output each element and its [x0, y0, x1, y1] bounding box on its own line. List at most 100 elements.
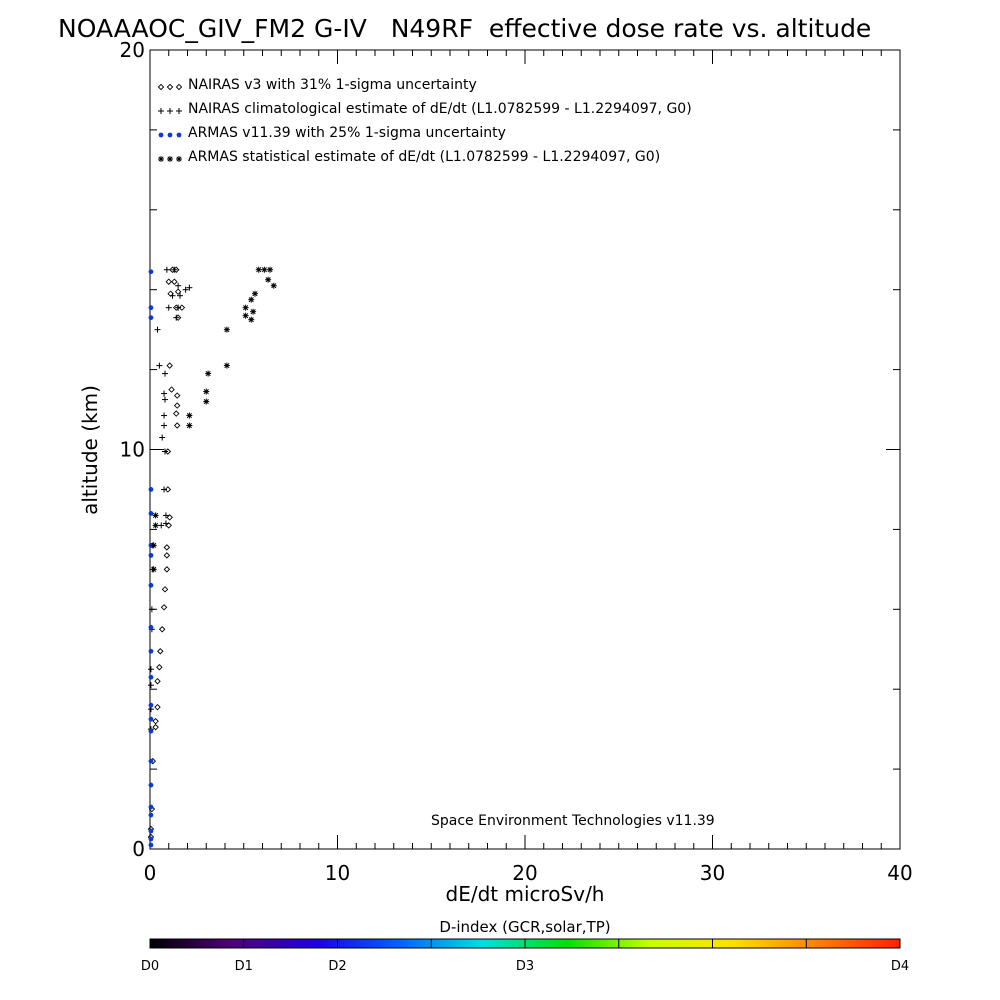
- data-point-plus: [182, 286, 189, 293]
- data-point-plus: [162, 370, 168, 377]
- colorbar-label-d3: D3: [516, 959, 534, 974]
- y-tick-label-10: 10: [120, 438, 145, 462]
- colorbar-label-d2: D2: [328, 959, 346, 974]
- credit-text: Space Environment Technologies v11.39: [431, 813, 715, 829]
- data-point-diamond: [156, 663, 163, 671]
- data-point-dot: [148, 702, 154, 708]
- y-tick-label-0: 0: [132, 837, 145, 861]
- x-tick-label-40: 40: [887, 861, 912, 885]
- x-tick-label-30: 30: [700, 861, 725, 885]
- data-point-dot: [148, 782, 154, 788]
- data-point-asterisk: [248, 296, 255, 303]
- data-point-dot: [148, 804, 154, 810]
- x-axis-tick-labels: 0 10 20 30 40: [144, 861, 913, 885]
- legend-marker-diamond: [166, 83, 174, 91]
- data-point-diamond: [165, 278, 172, 285]
- data-point-dot: [148, 648, 154, 654]
- data-point-plus: [175, 304, 182, 311]
- data-point-plus: [175, 282, 182, 289]
- data-point-dot: [148, 511, 154, 516]
- data-point-diamond: [173, 392, 181, 399]
- data-point-diamond: [173, 402, 181, 409]
- data-point-plus: [161, 422, 168, 429]
- data-point-diamond: [157, 648, 164, 655]
- data-point-asterisk: [248, 316, 255, 323]
- data-point-plus: [161, 412, 168, 419]
- data-point-asterisk: [270, 282, 277, 289]
- legend-label-armas-statistical: ARMAS statistical estimate of dE/dt (L1.…: [188, 149, 660, 165]
- data-point-asterisk: [242, 312, 249, 319]
- legend-marker-dot: [176, 132, 182, 138]
- data-point-diamond: [173, 410, 180, 417]
- data-point-dot: [148, 269, 154, 275]
- data-point-diamond: [166, 362, 173, 369]
- data-point-plus: [156, 362, 163, 369]
- data-point-asterisk: [242, 304, 249, 311]
- data-point-dot: [148, 487, 154, 492]
- data-point-diamond: [154, 677, 161, 685]
- data-point-asterisk: [223, 362, 230, 369]
- y-axis-ticks: [150, 49, 900, 850]
- legend-marker-dot: [158, 132, 164, 138]
- data-point-asterisk: [186, 422, 193, 429]
- data-point-dot: [148, 842, 154, 848]
- data-point-dot: [148, 758, 154, 764]
- data-point-diamond: [165, 522, 172, 529]
- x-tick-label-20: 20: [512, 861, 537, 885]
- data-point-plus: [177, 292, 183, 299]
- chart-title: NOAAAOC_GIV_FM2 G-IV N49RF effective dos…: [58, 14, 871, 43]
- data-point-diamond: [163, 566, 171, 573]
- colorbar-label-d1: D1: [235, 959, 253, 974]
- data-point-plus: [162, 520, 169, 527]
- data-point-asterisk: [152, 512, 159, 519]
- data-point-dot: [148, 552, 154, 558]
- data-point-asterisk: [265, 276, 272, 283]
- data-point-dot: [148, 305, 154, 311]
- data-point-plus: [154, 326, 161, 333]
- legend-symbol-armas-statistical: [158, 156, 182, 162]
- data-point-asterisk: [250, 308, 257, 315]
- data-point-diamond: [161, 586, 169, 593]
- data-point-diamond: [152, 723, 159, 731]
- legend-marker-asterisk: [158, 156, 164, 162]
- legend-marker-asterisk: [176, 156, 182, 162]
- legend: NAIRAS v3 with 31% 1-sigma uncertainty N…: [157, 77, 692, 165]
- data-point-diamond: [152, 717, 159, 725]
- data-point-diamond: [160, 604, 168, 611]
- data-point-plus: [173, 314, 180, 321]
- data-point-dot: [148, 812, 154, 818]
- x-tick-label-0: 0: [144, 861, 157, 885]
- data-point-diamond: [163, 552, 171, 559]
- data-point-plus: [161, 390, 168, 397]
- data-point-asterisk: [255, 266, 262, 273]
- data-point-plus: [161, 486, 168, 493]
- y-tick-label-20: 20: [120, 38, 145, 62]
- data-point-asterisk: [150, 566, 157, 573]
- data-point-diamond: [173, 422, 181, 429]
- data-point-asterisk: [267, 266, 273, 273]
- data-point-asterisk: [186, 412, 193, 419]
- data-point-asterisk: [252, 290, 258, 297]
- x-tick-label-10: 10: [325, 861, 350, 885]
- data-point-dot: [148, 315, 154, 321]
- legend-label-nairas-climatological: NAIRAS climatological estimate of dE/dt …: [188, 101, 692, 117]
- data-point-diamond: [168, 386, 175, 393]
- data-point-asterisk: [223, 326, 230, 333]
- legend-label-armas-v11: ARMAS v11.39 with 25% 1-sigma uncertaint…: [188, 125, 506, 141]
- y-axis-label: altitude (km): [78, 385, 102, 515]
- colorbar-title: D-index (GCR,solar,TP): [439, 918, 610, 936]
- legend-marker-plus: [158, 108, 164, 114]
- data-point-diamond: [164, 448, 172, 455]
- data-point-dot: [148, 624, 154, 630]
- x-axis-ticks: [149, 50, 901, 849]
- data-point-plus: [171, 266, 178, 273]
- y-axis-tick-labels: 0 10 20: [120, 38, 145, 861]
- data-point-plus: [163, 266, 170, 273]
- legend-marker-plus: [176, 108, 182, 114]
- data-point-plus: [158, 522, 165, 529]
- colorbar-label-d0: D0: [141, 959, 159, 974]
- data-point-plus: [147, 682, 154, 689]
- data-point-plus: [148, 606, 155, 613]
- data-point-dot: [148, 674, 154, 680]
